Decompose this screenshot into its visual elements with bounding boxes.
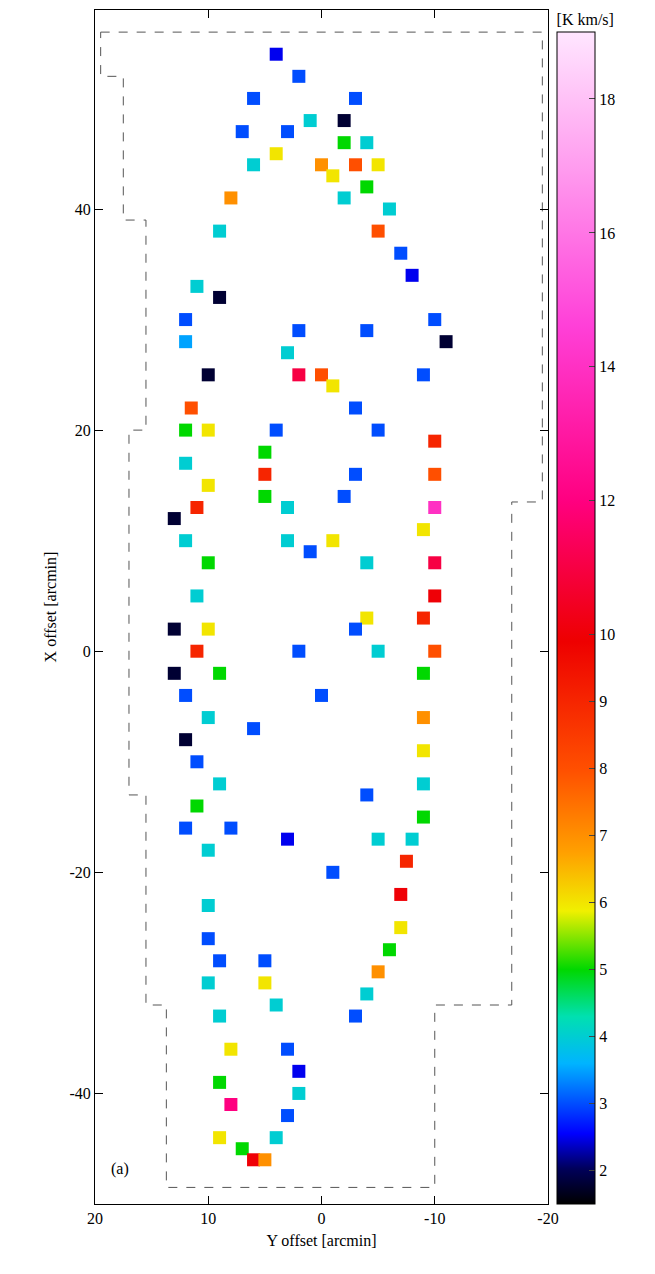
svg-text:6: 6	[599, 894, 607, 911]
svg-text:-40: -40	[69, 1085, 90, 1102]
svg-text:-20: -20	[69, 864, 90, 881]
svg-text:-20: -20	[537, 1210, 558, 1227]
svg-text:10: 10	[200, 1210, 216, 1227]
svg-text:18: 18	[599, 91, 615, 108]
svg-text:12: 12	[599, 492, 615, 509]
svg-text:4: 4	[599, 1028, 607, 1045]
svg-text:9: 9	[599, 693, 607, 710]
svg-text:X offset [arcmin]: X offset [arcmin]	[42, 552, 59, 663]
svg-text:(a): (a)	[111, 1160, 129, 1178]
svg-text:20: 20	[87, 1210, 103, 1227]
svg-text:-10: -10	[424, 1210, 445, 1227]
svg-text:[K km/s]: [K km/s]	[557, 11, 614, 28]
svg-text:3: 3	[599, 1095, 607, 1112]
svg-text:8: 8	[599, 760, 607, 777]
svg-text:20: 20	[75, 422, 91, 439]
svg-text:14: 14	[599, 358, 615, 375]
svg-text:7: 7	[599, 827, 607, 844]
svg-text:5: 5	[599, 961, 607, 978]
svg-text:2: 2	[599, 1162, 607, 1179]
svg-text:0: 0	[318, 1210, 326, 1227]
svg-text:10: 10	[599, 626, 615, 643]
svg-text:0: 0	[83, 643, 91, 660]
svg-text:40: 40	[75, 201, 91, 218]
svg-text:Y offset [arcmin]: Y offset [arcmin]	[266, 1232, 376, 1249]
svg-text:16: 16	[599, 225, 615, 242]
